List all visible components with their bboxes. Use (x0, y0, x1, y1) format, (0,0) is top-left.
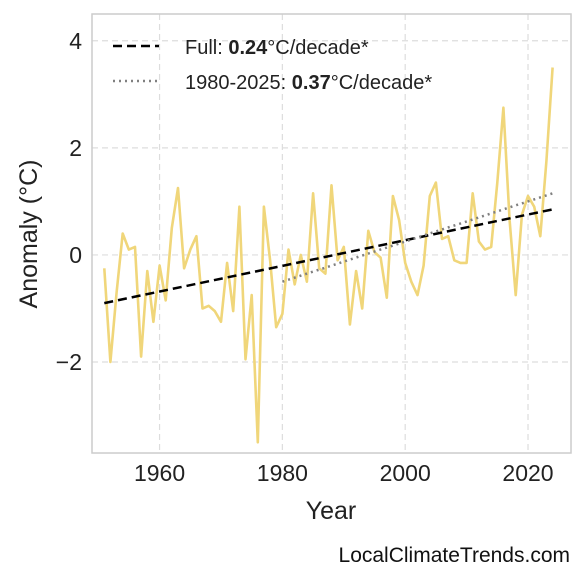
anomaly-series-line (103, 67, 554, 444)
legend-full-unit: °C/decade* (267, 37, 369, 59)
full-trend-line (104, 208, 553, 305)
legend-recent-rate: 0.37 (292, 72, 331, 94)
series-layer (103, 67, 554, 444)
x-tick-label: 2020 (502, 460, 553, 486)
y-axis-label: Anomaly (°C) (15, 160, 43, 309)
legend: Full: 0.24°C/decade* 1980-2025: 0.37°C/d… (113, 37, 432, 94)
site-watermark: LocalClimateTrends.com (338, 544, 570, 567)
y-tick-label: 2 (69, 135, 82, 161)
legend-recent-unit: °C/decade* (331, 72, 433, 94)
trend-layer (104, 192, 553, 305)
grid (92, 14, 571, 453)
legend-full-prefix: Full: (185, 37, 228, 59)
legend-recent-label: 1980-2025: 0.37°C/decade* (185, 72, 432, 94)
y-tick-label: −2 (56, 349, 82, 375)
x-axis-label: Year (306, 497, 357, 525)
x-tick-label: 1960 (134, 460, 185, 486)
legend-full-rate: 0.24 (228, 37, 268, 59)
x-axis: 1960 1980 2000 2020 (134, 460, 554, 486)
legend-recent-prefix: 1980-2025: (185, 72, 292, 94)
plot-frame (91, 13, 572, 454)
y-axis: −2 0 2 4 (56, 28, 82, 375)
x-tick-label: 2000 (380, 460, 431, 486)
y-tick-label: 0 (69, 242, 82, 268)
x-tick-label: 1980 (257, 460, 308, 486)
y-tick-label: 4 (69, 28, 82, 54)
legend-full-label: Full: 0.24°C/decade* (185, 37, 369, 59)
